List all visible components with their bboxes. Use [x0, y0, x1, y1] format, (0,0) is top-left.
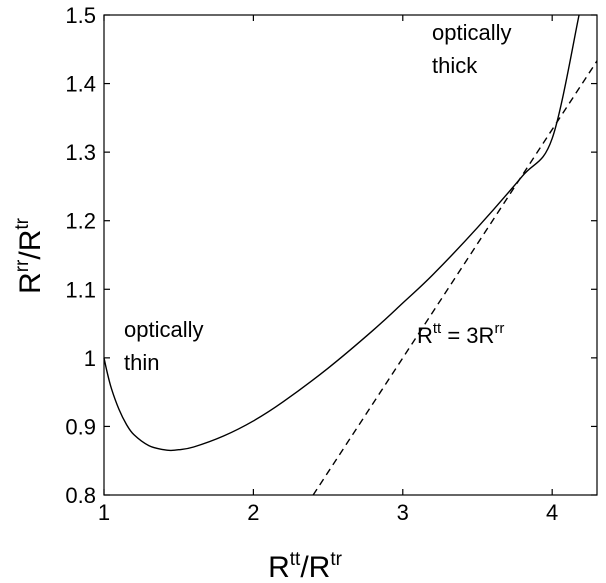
annotation-equality: Rtt = 3Rrr	[417, 320, 504, 348]
annotation-optically-thin: optically thin	[124, 317, 210, 375]
y-tick-label: 1.1	[65, 277, 96, 302]
x-axis: 1 2 3 4	[98, 15, 558, 525]
y-axis-label: Rrr/Rtr	[12, 217, 47, 294]
annotation-optically-thick: optically thick	[432, 20, 518, 78]
series-line-solid	[103, 14, 580, 452]
x-axis-label: Rtt/Rtr	[268, 549, 343, 583]
y-tick-label: 1.2	[65, 209, 96, 234]
plot-area	[103, 14, 598, 496]
y-tick-label: 1.5	[65, 3, 96, 28]
y-tick-label: 0.9	[65, 414, 96, 439]
y-tick-label: 1	[84, 346, 96, 371]
y-tick-label: 0.8	[65, 483, 96, 508]
y-axis: 0.8 0.9 1 1.1 1.2 1.3 1.4 1.5	[65, 3, 597, 508]
y-tick-label: 1.3	[65, 140, 96, 165]
y-tick-label: 1.4	[65, 72, 96, 97]
x-tick-label: 4	[546, 500, 558, 525]
x-tick-label: 2	[247, 500, 259, 525]
x-tick-label: 3	[397, 500, 409, 525]
x-tick-label: 1	[98, 500, 110, 525]
series-line-dashed	[312, 60, 598, 496]
